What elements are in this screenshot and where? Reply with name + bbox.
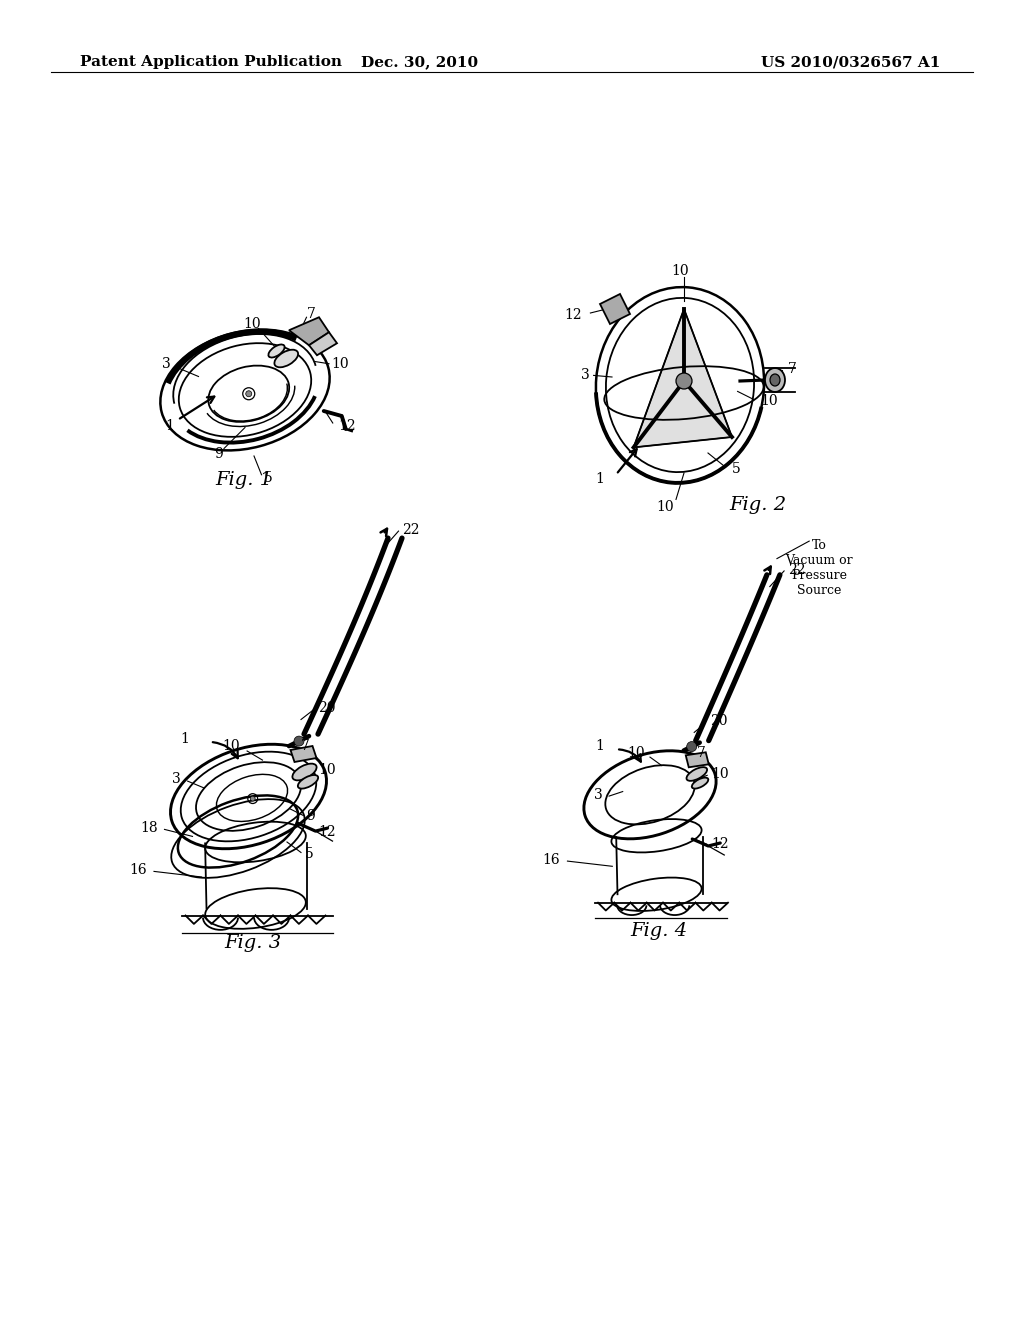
- Text: 10: 10: [712, 767, 729, 781]
- Text: 5: 5: [304, 847, 313, 861]
- Text: US 2010/0326567 A1: US 2010/0326567 A1: [761, 55, 940, 69]
- Text: 1: 1: [596, 739, 604, 752]
- Text: 12: 12: [339, 418, 356, 433]
- Text: 9: 9: [214, 446, 223, 461]
- Text: 10: 10: [656, 499, 675, 513]
- Ellipse shape: [770, 374, 780, 385]
- Polygon shape: [289, 317, 329, 346]
- Text: 12: 12: [318, 825, 336, 838]
- Text: 3: 3: [582, 368, 590, 383]
- Text: 7: 7: [306, 306, 315, 321]
- Text: To
Vacuum or
Pressure
Source: To Vacuum or Pressure Source: [785, 539, 853, 597]
- Circle shape: [676, 374, 692, 389]
- Text: 3: 3: [595, 788, 603, 801]
- Text: 10: 10: [222, 739, 240, 754]
- Text: Fig. 1: Fig. 1: [215, 471, 272, 488]
- Text: 16: 16: [543, 853, 560, 867]
- Text: Fig. 4: Fig. 4: [631, 923, 688, 940]
- Text: Patent Application Publication: Patent Application Publication: [80, 55, 342, 69]
- Text: 10: 10: [244, 317, 261, 331]
- Text: 1: 1: [180, 733, 189, 746]
- Text: 5: 5: [264, 471, 272, 484]
- Circle shape: [294, 737, 304, 746]
- Text: 7: 7: [301, 739, 310, 754]
- Text: 10: 10: [627, 746, 645, 759]
- Ellipse shape: [268, 345, 285, 358]
- Circle shape: [246, 391, 252, 397]
- Text: 18: 18: [140, 821, 158, 836]
- Circle shape: [687, 742, 696, 751]
- Text: 3: 3: [172, 772, 180, 785]
- Text: Fig. 2: Fig. 2: [729, 496, 786, 513]
- Text: 7: 7: [788, 362, 797, 376]
- Text: 10: 10: [760, 393, 777, 408]
- Ellipse shape: [692, 777, 709, 788]
- Text: 9: 9: [306, 809, 314, 824]
- Ellipse shape: [274, 350, 298, 367]
- Ellipse shape: [686, 767, 708, 781]
- Circle shape: [250, 796, 255, 801]
- Text: 10: 10: [318, 763, 336, 777]
- Text: 5: 5: [732, 462, 740, 477]
- Text: 12: 12: [565, 308, 583, 322]
- Text: 7: 7: [696, 746, 706, 759]
- Polygon shape: [686, 752, 709, 767]
- Text: 1: 1: [596, 473, 604, 486]
- Text: 20: 20: [711, 714, 728, 729]
- Ellipse shape: [765, 368, 785, 392]
- Polygon shape: [291, 746, 316, 762]
- Text: 10: 10: [331, 356, 349, 371]
- Polygon shape: [634, 309, 732, 447]
- Text: Fig. 3: Fig. 3: [224, 935, 282, 953]
- Text: 20: 20: [318, 701, 336, 714]
- Ellipse shape: [298, 775, 318, 788]
- Text: 1: 1: [166, 418, 174, 433]
- Ellipse shape: [293, 764, 316, 780]
- Polygon shape: [600, 294, 630, 323]
- Text: 3: 3: [162, 356, 171, 371]
- Text: 12: 12: [712, 837, 729, 851]
- Text: 16: 16: [129, 863, 147, 876]
- Text: Dec. 30, 2010: Dec. 30, 2010: [361, 55, 478, 69]
- Text: 22: 22: [788, 562, 806, 577]
- Text: 10: 10: [671, 264, 689, 279]
- Polygon shape: [309, 333, 337, 355]
- Text: 22: 22: [402, 523, 420, 537]
